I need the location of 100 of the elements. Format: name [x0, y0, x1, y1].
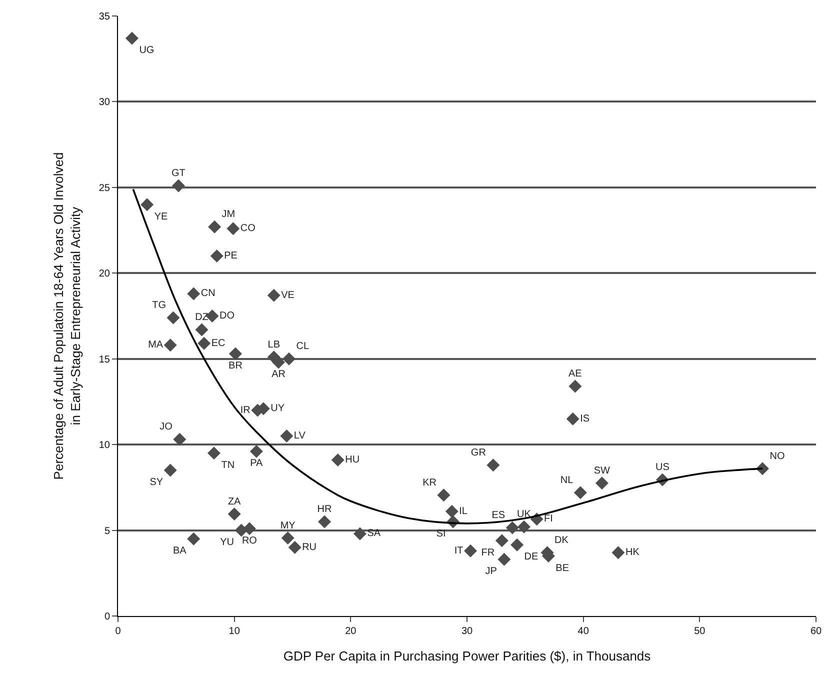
data-label: GR	[470, 447, 486, 458]
data-label: FR	[481, 547, 495, 558]
point	[566, 412, 580, 426]
x-tick-label: 50	[694, 626, 706, 637]
data-label: SA	[367, 528, 381, 540]
point	[445, 504, 458, 518]
x-axis-title: GDP Per Capita in Purchasing Power Parities ($), in Thousands	[283, 648, 652, 664]
point	[282, 352, 296, 366]
point	[437, 488, 450, 502]
data-label: FI	[544, 514, 553, 525]
y-tick-label: 20	[98, 268, 110, 280]
point	[498, 552, 511, 566]
data-label: IL	[459, 506, 468, 517]
data-label: GT	[172, 168, 186, 179]
data-label: CN	[200, 288, 216, 300]
data-label: UK	[517, 509, 532, 520]
data-label: JO	[160, 422, 173, 433]
data-label: MA	[148, 340, 164, 351]
point	[486, 458, 500, 472]
y-tick-label: 15	[98, 354, 110, 366]
x-tick-label: 40	[578, 626, 590, 637]
data-label: YU	[220, 537, 234, 548]
data-label: RO	[242, 535, 258, 546]
data-label: HK	[625, 547, 640, 558]
data-label: BA	[173, 546, 187, 557]
point	[318, 515, 331, 528]
data-label: NO	[770, 450, 785, 462]
point	[140, 198, 154, 212]
x-tick-label: 0	[115, 626, 122, 637]
data-label: IS	[580, 413, 590, 424]
point	[331, 454, 344, 466]
data-label: ZA	[228, 496, 242, 508]
point	[267, 288, 280, 302]
point	[198, 336, 211, 350]
x-tick-label: 60	[810, 626, 822, 637]
data-label: SW	[594, 465, 611, 476]
data-label: YE	[154, 211, 168, 222]
point	[288, 540, 302, 554]
x-tick-label: 30	[461, 626, 473, 637]
data-label: DO	[219, 310, 235, 322]
point	[229, 347, 242, 360]
data-label: PA	[250, 458, 264, 470]
data-label: SI	[436, 528, 446, 540]
data-label: MY	[280, 520, 296, 532]
y-axis-title: Percentage of Adult Populatoin 18-64 Years Old Involved in Early-Stage Entrepreneurial Activity	[50, 152, 83, 480]
point	[574, 486, 587, 500]
point	[210, 250, 224, 262]
point	[353, 527, 366, 540]
point	[281, 532, 294, 544]
data-label: IR	[240, 404, 250, 416]
y-tick-label: 35	[98, 12, 110, 22]
point	[228, 508, 241, 520]
x-tick-label: 20	[345, 626, 357, 637]
data-label: CO	[240, 223, 256, 234]
point	[464, 544, 477, 558]
data-label: VE	[281, 290, 295, 301]
data-label: TG	[152, 300, 166, 311]
point	[172, 179, 185, 192]
data-label: SY	[150, 477, 164, 488]
x-tick-label: 10	[228, 626, 240, 637]
point	[495, 534, 508, 548]
point	[226, 222, 240, 236]
data-label: DZ	[195, 312, 208, 323]
point	[166, 311, 180, 324]
data-label: JP	[485, 566, 498, 578]
point	[164, 338, 177, 352]
data-label: TN	[221, 460, 235, 471]
point	[187, 532, 200, 546]
data-label: KR	[422, 477, 436, 488]
data-label: RU	[302, 542, 317, 553]
point	[568, 380, 582, 393]
data-label: BE	[556, 562, 570, 574]
point	[195, 323, 208, 336]
data-label: EC	[211, 338, 226, 349]
point	[173, 432, 186, 446]
point	[250, 444, 263, 458]
y-tick-label: 5	[104, 526, 110, 537]
point	[280, 430, 294, 442]
y-tick-label: 0	[104, 612, 110, 622]
point	[208, 220, 222, 234]
data-label: BR	[228, 360, 242, 372]
data-label: IT	[454, 545, 464, 556]
data-label: HU	[345, 454, 360, 466]
y-tick-label: 30	[98, 97, 110, 108]
point	[125, 32, 138, 45]
data-label: UY	[270, 403, 285, 414]
point	[164, 464, 177, 477]
point	[595, 476, 608, 490]
y-tick-label: 25	[98, 182, 110, 194]
data-label: LV	[294, 430, 306, 442]
data-label: NL	[560, 474, 574, 486]
data-label: PE	[224, 250, 238, 262]
y-tick-label: 10	[98, 440, 110, 452]
point	[612, 546, 625, 560]
data-label: JM	[222, 209, 236, 220]
point	[518, 520, 530, 534]
data-label: LB	[268, 339, 280, 350]
point	[510, 538, 524, 552]
point	[207, 446, 220, 460]
point	[187, 287, 200, 300]
